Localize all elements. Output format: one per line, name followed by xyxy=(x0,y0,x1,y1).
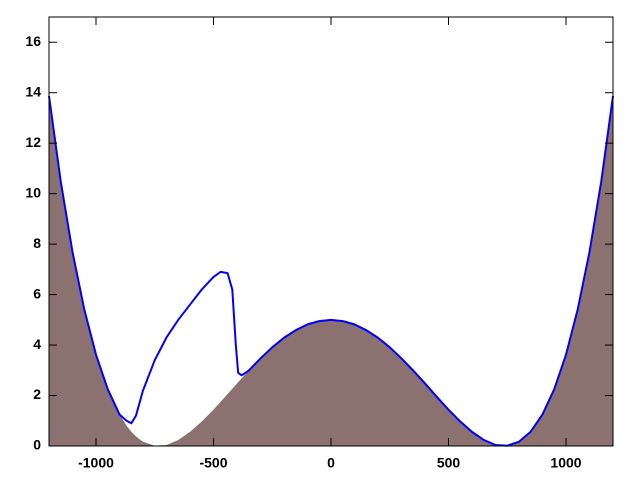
x-tick-label: -500 xyxy=(199,455,227,471)
x-tick-label: -1000 xyxy=(78,455,114,471)
y-tick-label: 14 xyxy=(25,83,41,99)
x-tick-label: 0 xyxy=(327,455,335,471)
area xyxy=(49,95,613,447)
y-tick-label: 10 xyxy=(25,184,41,200)
y-tick-label: 6 xyxy=(33,285,41,301)
plot-border xyxy=(48,16,614,447)
y-tick-label: 2 xyxy=(33,386,41,402)
x-tick-label: 500 xyxy=(437,455,461,471)
y-tick-label: 0 xyxy=(33,437,41,453)
y-tick-label: 12 xyxy=(25,134,41,150)
x-tick-label: 1000 xyxy=(550,455,581,471)
y-tick-label: 4 xyxy=(33,336,41,352)
y-tick-label: 16 xyxy=(25,33,41,49)
y-tick-label: 8 xyxy=(33,235,41,251)
